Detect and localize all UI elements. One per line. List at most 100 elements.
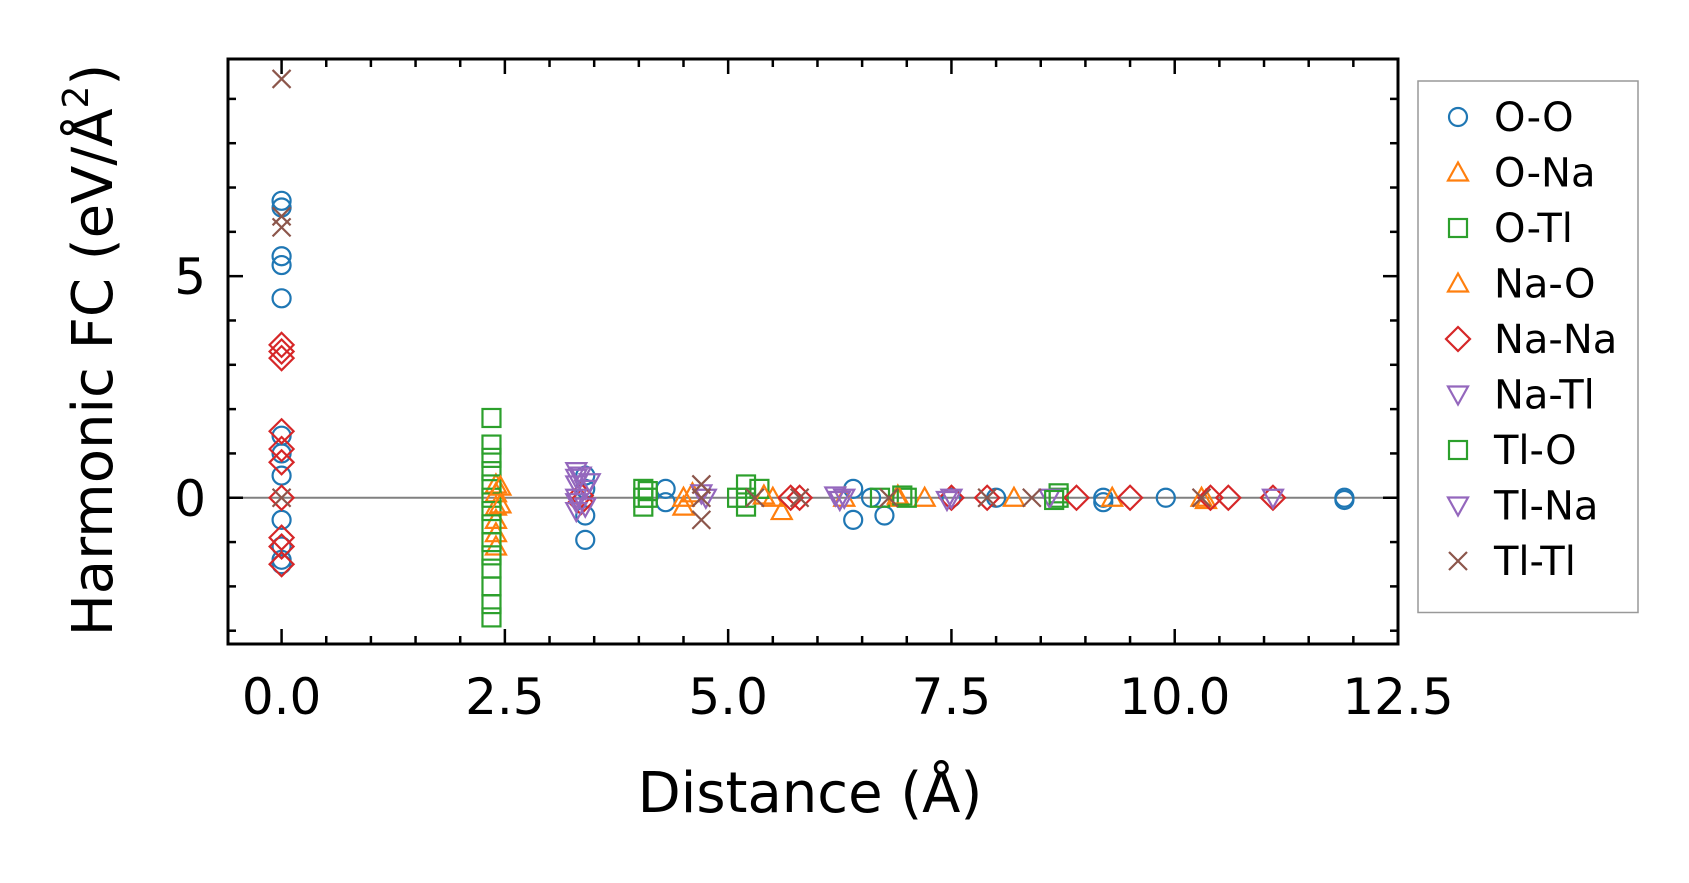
- data-point: [268, 417, 296, 445]
- x-tick-label: 2.5: [465, 668, 545, 726]
- data-point: [892, 485, 913, 506]
- data-point: [268, 532, 296, 561]
- legend-label: Na-Tl: [1494, 373, 1595, 419]
- series-o-tl: [481, 407, 1069, 628]
- data-point: [671, 485, 696, 507]
- data-point: [575, 529, 596, 550]
- y-axis-label-superscript: 2: [56, 86, 97, 109]
- legend-item: Tl-Na: [1446, 484, 1598, 530]
- x-tick-label: 12.5: [1342, 668, 1453, 726]
- legend-item: Na-O: [1446, 262, 1595, 308]
- data-point: [1214, 484, 1242, 512]
- legend-item: Tl-O: [1447, 428, 1577, 474]
- data-point: [691, 487, 712, 508]
- data-point: [577, 473, 602, 495]
- legend-marker: [1446, 271, 1470, 293]
- data-point: [271, 217, 292, 238]
- data-point: [481, 461, 502, 482]
- data-point: [786, 484, 814, 512]
- data-point: [268, 550, 296, 578]
- data-point: [481, 500, 502, 522]
- x-tick-label: 5.0: [688, 668, 768, 726]
- legend-marker: [1447, 439, 1469, 461]
- data-point: [691, 510, 712, 530]
- data-point: [637, 481, 658, 502]
- plot-area: [268, 69, 1355, 628]
- legend-item: O-Tl: [1447, 206, 1573, 252]
- legend-label: O-Na: [1494, 151, 1595, 197]
- legend-label: O-O: [1494, 95, 1574, 141]
- data-point: [271, 190, 292, 211]
- data-point: [564, 493, 589, 515]
- legend-marker: [1446, 496, 1470, 518]
- data-point: [481, 558, 502, 579]
- series-na-tl: [564, 462, 1285, 524]
- data-point: [823, 486, 848, 508]
- data-point: [1093, 492, 1114, 513]
- data-point: [271, 246, 292, 267]
- data-point: [488, 492, 513, 514]
- legend-label: Tl-Na: [1493, 484, 1598, 530]
- legend-item: O-O: [1447, 95, 1574, 141]
- data-point: [268, 448, 296, 476]
- x-axis-label: Distance (Å): [638, 760, 983, 826]
- series-o-o: [271, 190, 1355, 575]
- legend-label: Tl-O: [1493, 428, 1577, 474]
- legend-item: O-Na: [1446, 151, 1595, 197]
- y-axis-label-text: Harmonic FC (eV/Å: [60, 108, 126, 636]
- y-axis-label-close: ): [61, 64, 126, 86]
- data-point: [568, 466, 593, 488]
- data-point: [481, 594, 502, 615]
- data-point: [1334, 489, 1355, 511]
- data-point: [271, 554, 292, 575]
- data-point: [843, 509, 864, 531]
- data-point: [789, 487, 810, 508]
- y-axis-label: Harmonic FC (eV/Å2): [56, 64, 126, 637]
- data-point: [1022, 487, 1042, 508]
- legend-marker: [1446, 160, 1470, 182]
- series-tl-tl: [271, 69, 1212, 530]
- data-point: [1116, 484, 1144, 512]
- data-point: [271, 69, 292, 89]
- data-point: [749, 478, 770, 499]
- legend-item: Na-Tl: [1446, 373, 1595, 419]
- series-na-na: [268, 331, 1287, 578]
- data-point: [769, 498, 794, 521]
- y-tick-label: 0: [174, 470, 206, 528]
- data-point: [1044, 489, 1065, 511]
- data-point: [481, 531, 502, 553]
- data-point: [1189, 485, 1214, 507]
- data-point: [1002, 485, 1026, 507]
- legend-label: Na-Na: [1494, 317, 1617, 363]
- data-point: [268, 344, 296, 372]
- legend-label: Na-O: [1494, 262, 1595, 308]
- data-point: [481, 576, 502, 597]
- data-point: [564, 501, 589, 524]
- data-point: [268, 435, 296, 463]
- data-point: [879, 487, 899, 508]
- data-point: [655, 492, 676, 513]
- data-point: [874, 505, 895, 526]
- data-point: [745, 487, 765, 508]
- data-point: [271, 254, 292, 276]
- data-point: [481, 407, 502, 429]
- series-tl-na: [564, 468, 959, 515]
- data-point: [973, 484, 1001, 512]
- data-point: [671, 494, 696, 516]
- data-point: [481, 545, 502, 566]
- legend-marker: [1447, 217, 1469, 239]
- legend-label: O-Tl: [1494, 206, 1573, 252]
- data-point: [564, 462, 589, 484]
- legend-marker: [1447, 106, 1469, 128]
- data-point: [912, 485, 937, 507]
- data-point: [268, 524, 296, 552]
- y-tick-label: 5: [174, 248, 206, 306]
- series-tl-o: [637, 481, 1065, 511]
- data-point: [268, 337, 296, 366]
- legend-item: Tl-Tl: [1448, 539, 1576, 585]
- legend: O-O O-Na O-Tl Na-O Na-Na Na-Tl Tl-O Tl-Na Tl-Tl: [1417, 80, 1639, 614]
- x-tick-label: 0.0: [242, 668, 322, 726]
- data-point: [1062, 484, 1091, 512]
- data-point: [935, 490, 959, 513]
